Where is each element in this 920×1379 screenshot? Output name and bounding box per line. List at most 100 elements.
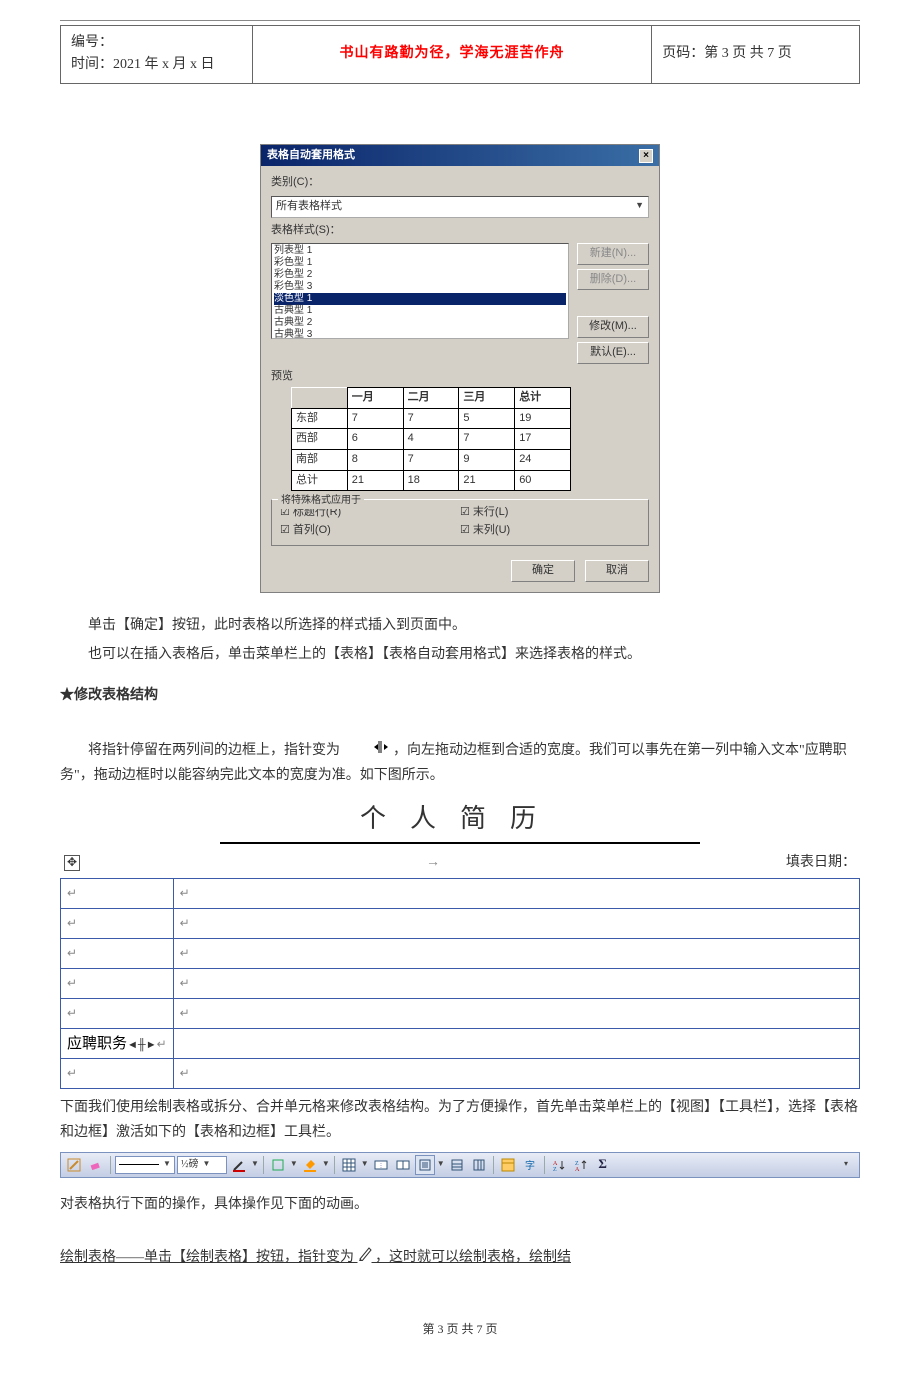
header-motto: 书山有路勤为径，学海无涯苦作舟 bbox=[252, 26, 652, 84]
dist-rows-icon[interactable] bbox=[447, 1155, 467, 1175]
table-cell: ↵ bbox=[61, 939, 174, 969]
toolbar-separator bbox=[263, 1156, 264, 1174]
pen-color-icon[interactable] bbox=[229, 1155, 249, 1175]
cancel-button[interactable]: 取消 bbox=[585, 560, 649, 582]
preview-cell: 9 bbox=[459, 449, 515, 470]
preview-col: 一月 bbox=[347, 388, 403, 409]
chevron-down-icon[interactable]: ▼ bbox=[322, 1158, 330, 1171]
styles-label: 表格样式(S)： bbox=[271, 222, 341, 240]
svg-text:Z: Z bbox=[553, 1167, 557, 1172]
table-move-handle-icon[interactable]: ✥ bbox=[64, 855, 80, 871]
header-page-label: 页码：第 3 页 共 7 页 bbox=[652, 26, 860, 84]
para6-a: 绘制表格——单击【绘制表格】按钮，指针变为 bbox=[60, 1250, 354, 1265]
toolbar-options-icon[interactable]: ▾ bbox=[836, 1155, 856, 1175]
enter-mark-icon: ↵ bbox=[157, 1037, 167, 1051]
enter-mark-icon: ↵ bbox=[67, 1006, 77, 1020]
dialog-title-text: 表格自动套用格式 bbox=[267, 147, 355, 165]
paragraph-5: 对表格执行下面的操作，具体操作见下面的动画。 bbox=[60, 1192, 860, 1217]
new-button[interactable]: 新建(N)... bbox=[577, 243, 649, 265]
table-row: ↵↵ bbox=[61, 1059, 860, 1089]
style-item[interactable]: 古典型 1 bbox=[274, 305, 566, 317]
check-label: 首列(O) bbox=[293, 524, 331, 536]
preview-col bbox=[292, 388, 348, 409]
chevron-down-icon[interactable]: ▼ bbox=[290, 1158, 298, 1171]
paragraph-4: 下面我们使用绘制表格或拆分、合并单元格来修改表格结构。为了方便操作，首先单击菜单… bbox=[60, 1095, 860, 1145]
eraser-icon[interactable] bbox=[86, 1155, 106, 1175]
para3-a: 将指针停留在两列间的边框上，指针变为 bbox=[88, 743, 340, 758]
table-row: ↵↵ bbox=[61, 939, 860, 969]
style-item-selected[interactable]: 淡色型 1 bbox=[274, 293, 566, 305]
label-text: 应聘职务 bbox=[67, 1035, 127, 1052]
check-last-row[interactable]: ☑ 末行(L) bbox=[460, 504, 640, 522]
autosum-icon[interactable]: Σ bbox=[593, 1155, 613, 1175]
modify-button[interactable]: 修改(M)... bbox=[577, 316, 649, 338]
doc-no-label: 编号： bbox=[71, 32, 242, 54]
style-item[interactable]: 古典型 2 bbox=[274, 317, 566, 329]
dist-cols-icon[interactable] bbox=[469, 1155, 489, 1175]
dialog-wrap: 表格自动套用格式 × 类别(C)： 所有表格样式 ▼ 表格样式(S)： 列表型 … bbox=[60, 144, 860, 593]
line-style-combo[interactable]: ▼ bbox=[115, 1156, 175, 1174]
preview-cell: 24 bbox=[515, 449, 571, 470]
close-icon[interactable]: × bbox=[639, 149, 653, 163]
table-row: 应聘职务◄╫►↵ bbox=[61, 1029, 860, 1059]
preview-col: 三月 bbox=[459, 388, 515, 409]
merge-cells-icon[interactable] bbox=[371, 1155, 391, 1175]
category-combo[interactable]: 所有表格样式 ▼ bbox=[271, 196, 649, 218]
chevron-down-icon[interactable]: ▼ bbox=[437, 1158, 445, 1171]
dialog-side-buttons: 新建(N)... 删除(D)... 修改(M)... 默认(E)... bbox=[577, 243, 649, 363]
ok-button[interactable]: 确定 bbox=[511, 560, 575, 582]
insert-table-icon[interactable] bbox=[339, 1155, 359, 1175]
styles-listbox[interactable]: 列表型 1 彩色型 1 彩色型 2 彩色型 3 淡色型 1 古典型 1 古典型 … bbox=[271, 243, 569, 339]
chevron-down-icon[interactable]: ▼ bbox=[361, 1158, 369, 1171]
preview-row: 西部 6 4 7 17 bbox=[292, 429, 571, 450]
fill-color-icon[interactable] bbox=[300, 1155, 320, 1175]
table-cell: ↵ bbox=[173, 909, 859, 939]
table-cell: ↵ bbox=[61, 999, 174, 1029]
style-item[interactable]: 古典型 3 bbox=[274, 329, 566, 339]
table-cell: ↵ bbox=[173, 939, 859, 969]
preview-cell: 17 bbox=[515, 429, 571, 450]
section-head: ★修改表格结构 bbox=[60, 685, 860, 707]
line-weight-combo[interactable]: ½磅▼ bbox=[177, 1156, 227, 1174]
label-cell: 应聘职务◄╫►↵ bbox=[61, 1029, 174, 1059]
category-label: 类别(C)： bbox=[271, 174, 319, 192]
chevron-down-icon[interactable]: ▼ bbox=[251, 1158, 259, 1171]
apply-group-title: 将特殊格式应用于 bbox=[278, 493, 364, 509]
dialog-body: 类别(C)： 所有表格样式 ▼ 表格样式(S)： 列表型 1 彩色型 1 彩色型… bbox=[261, 166, 659, 554]
default-button[interactable]: 默认(E)... bbox=[577, 342, 649, 364]
top-rule bbox=[60, 20, 860, 21]
paragraph-2: 也可以在插入表格后，单击菜单栏上的【表格】【表格自动套用格式】来选择表格的样式。 bbox=[60, 642, 860, 667]
check-first-col[interactable]: ☑ 首列(O) bbox=[280, 522, 460, 540]
delete-button[interactable]: 删除(D)... bbox=[577, 269, 649, 291]
sort-desc-icon[interactable]: ZA bbox=[571, 1155, 591, 1175]
style-item[interactable]: 彩色型 1 bbox=[274, 257, 566, 269]
style-item[interactable]: 列表型 1 bbox=[274, 245, 566, 257]
style-item[interactable]: 彩色型 2 bbox=[274, 269, 566, 281]
toolbar-separator bbox=[493, 1156, 494, 1174]
table-cell: ↵ bbox=[61, 1059, 174, 1089]
dialog-titlebar: 表格自动套用格式 × bbox=[261, 145, 659, 167]
text-direction-icon[interactable]: 字 bbox=[520, 1155, 540, 1175]
check-last-col[interactable]: ☑ 末列(U) bbox=[460, 522, 640, 540]
table-cell: ↵ bbox=[61, 969, 174, 999]
enter-mark-icon: ↵ bbox=[180, 916, 190, 930]
para6-b: ，这时就可以绘制表格，绘制结 bbox=[375, 1250, 571, 1265]
table-cell bbox=[173, 1029, 859, 1059]
resize-cursor-icon bbox=[346, 738, 388, 763]
category-value: 所有表格样式 bbox=[276, 198, 342, 216]
split-cells-icon[interactable] bbox=[393, 1155, 413, 1175]
align-icon[interactable] bbox=[415, 1155, 435, 1175]
resume-date-label: 填表日期： bbox=[786, 852, 856, 874]
style-item[interactable]: 彩色型 3 bbox=[274, 281, 566, 293]
autoformat-icon[interactable] bbox=[498, 1155, 518, 1175]
preview-table: 一月 二月 三月 总计 东部 7 7 5 19 西部 6 4 7 1 bbox=[291, 387, 571, 491]
toolbar-separator bbox=[334, 1156, 335, 1174]
preview-label: 预览 bbox=[271, 368, 649, 386]
enter-mark-icon: ↵ bbox=[67, 1066, 77, 1080]
sort-asc-icon[interactable]: AZ bbox=[549, 1155, 569, 1175]
preview-cell: 4 bbox=[403, 429, 459, 450]
enter-mark-icon: ↵ bbox=[67, 886, 77, 900]
preview-cell: 21 bbox=[347, 470, 403, 491]
border-icon[interactable] bbox=[268, 1155, 288, 1175]
draw-table-icon[interactable] bbox=[64, 1155, 84, 1175]
